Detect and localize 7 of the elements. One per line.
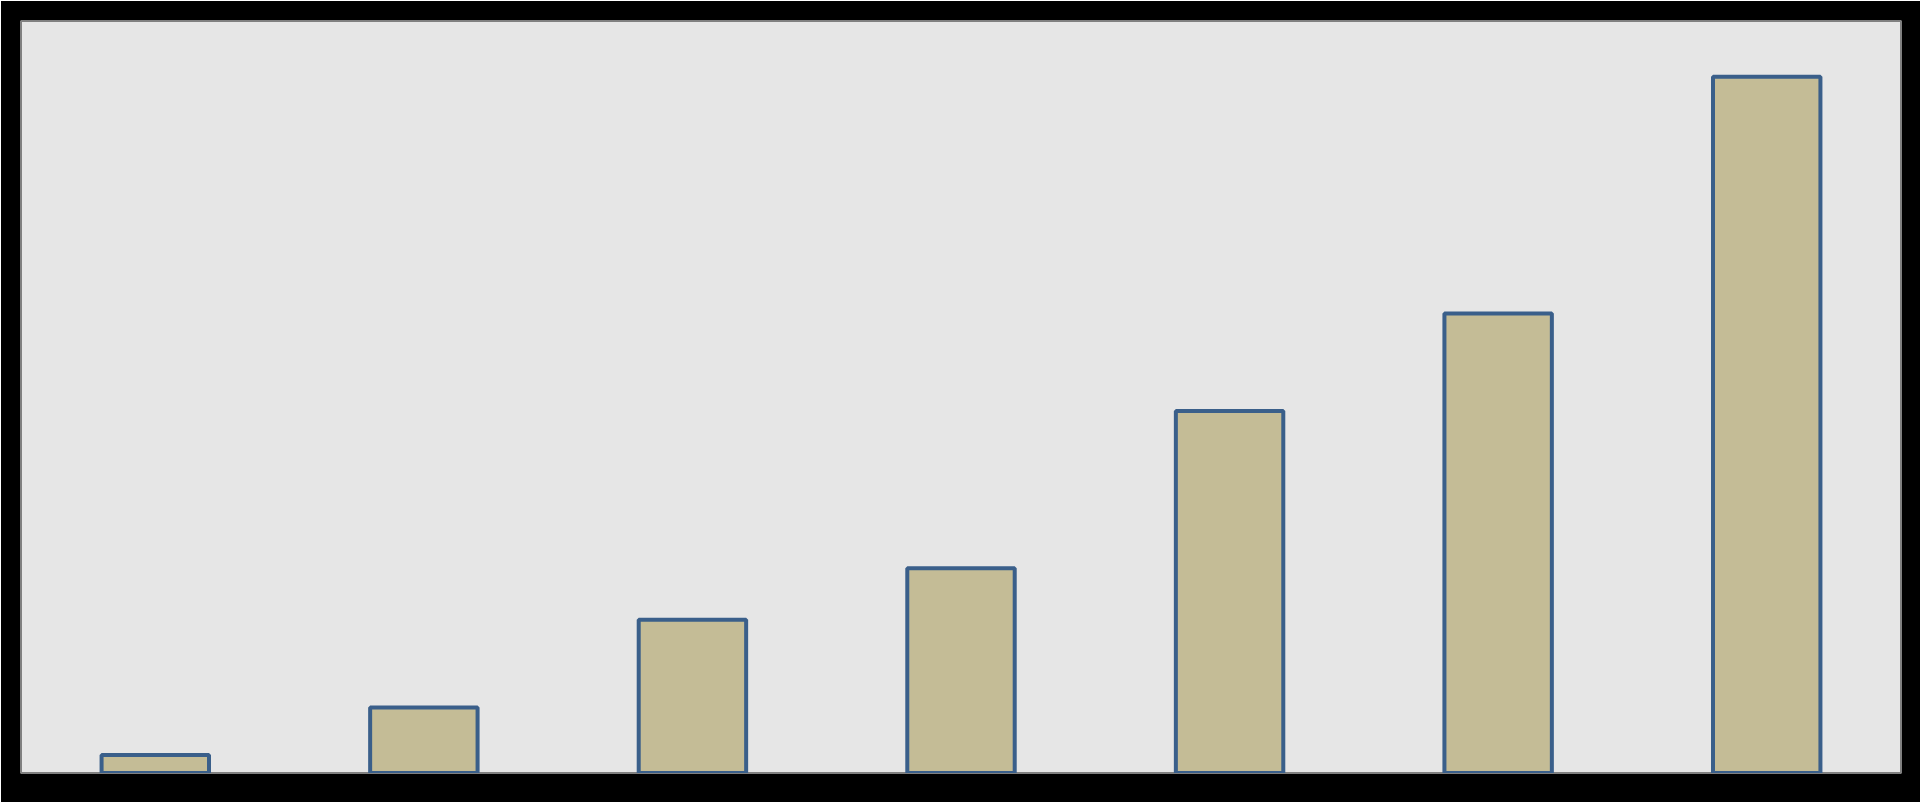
bar: [368, 705, 480, 773]
bar: [1442, 311, 1554, 773]
bar: [1711, 74, 1823, 773]
bar: [905, 566, 1017, 773]
bar: [99, 752, 211, 773]
bar: [1173, 408, 1286, 773]
bar: [636, 617, 749, 773]
